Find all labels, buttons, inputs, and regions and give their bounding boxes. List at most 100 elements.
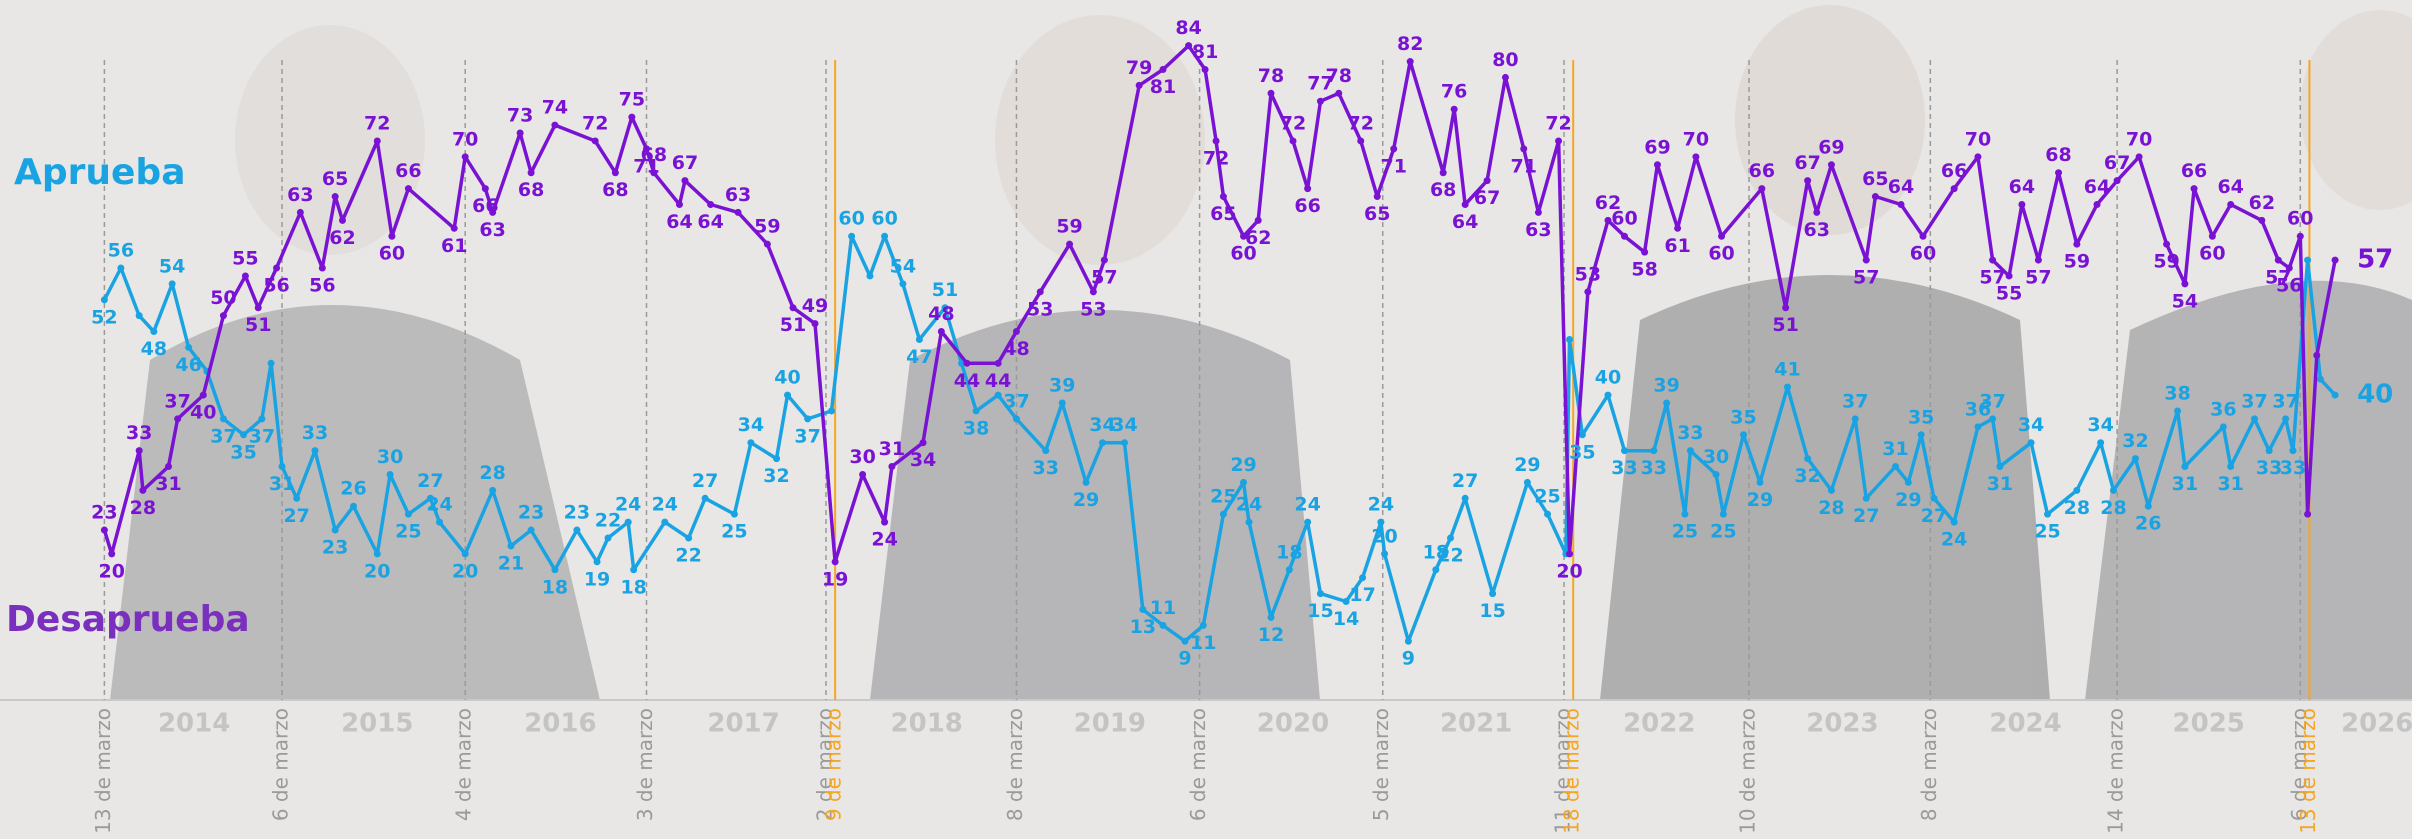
data-label: 27 <box>1452 470 1478 492</box>
x-tick-label: 5 de marzo <box>1369 708 1393 821</box>
data-point <box>2316 375 2324 383</box>
x-tick-label: 13 de marzo <box>2296 708 2320 834</box>
year-label: 2019 <box>1074 709 1146 739</box>
x-tick-label: 3 de marzo <box>633 708 657 821</box>
data-label: 41 <box>1774 359 1800 381</box>
series-lines <box>100 42 2339 645</box>
data-point <box>888 463 896 471</box>
data-point <box>2304 256 2312 264</box>
data-label: 29 <box>1514 454 1540 476</box>
data-label: 20 <box>1556 560 1582 582</box>
data-label: 51 <box>245 314 271 336</box>
data-label: 67 <box>1474 187 1500 209</box>
data-point <box>1578 431 1586 439</box>
data-label: 18 <box>1276 541 1302 563</box>
data-point <box>1139 605 1147 613</box>
data-point <box>1012 328 1020 336</box>
data-point <box>1813 208 1821 216</box>
data-label: 25 <box>1534 486 1560 508</box>
data-label: 19 <box>822 568 848 590</box>
data-point <box>388 232 396 240</box>
data-label: 61 <box>1664 235 1690 257</box>
x-tick-label: 4 de marzo <box>452 708 476 821</box>
data-label: 56 <box>309 275 335 297</box>
data-point <box>1159 621 1167 629</box>
data-point <box>2163 240 2171 248</box>
data-point <box>1989 256 1997 264</box>
data-point <box>296 208 304 216</box>
data-label: 33 <box>126 422 152 444</box>
data-label: 18 <box>620 576 646 598</box>
data-point <box>150 328 158 336</box>
data-point <box>461 550 469 558</box>
data-point <box>1373 193 1381 201</box>
data-point <box>881 232 889 240</box>
x-tick-label: 10 de marzo <box>1736 708 1760 834</box>
data-label: 62 <box>1245 227 1271 249</box>
data-point <box>747 439 755 447</box>
data-label: 50 <box>210 287 236 309</box>
data-label: 61 <box>441 235 467 257</box>
data-point <box>2285 264 2293 272</box>
data-point <box>2331 256 2339 264</box>
data-point <box>2135 153 2143 161</box>
data-point <box>811 320 819 328</box>
data-label: 32 <box>2122 430 2148 452</box>
data-label: 22 <box>675 545 701 567</box>
data-label: 44 <box>954 370 980 392</box>
data-point <box>2219 423 2227 431</box>
data-point <box>1620 447 1628 455</box>
data-point <box>1036 288 1044 296</box>
data-label: 31 <box>1987 473 2013 495</box>
data-label: 24 <box>1236 494 1262 516</box>
data-label: 27 <box>417 470 443 492</box>
data-label: 12 <box>1258 624 1284 646</box>
data-point <box>859 470 867 478</box>
data-label: 68 <box>602 179 628 201</box>
data-label: 28 <box>479 462 505 484</box>
data-label: 31 <box>155 473 181 495</box>
x-tick-label: 11 de marzo <box>1551 708 1575 834</box>
data-point <box>1718 232 1726 240</box>
data-label: 34 <box>738 414 764 436</box>
data-point <box>827 407 835 415</box>
data-label: 69 <box>1818 136 1844 158</box>
data-point <box>1450 105 1458 113</box>
data-point <box>240 431 248 439</box>
data-point <box>551 121 559 129</box>
data-label: 31 <box>2217 473 2243 495</box>
data-label: 60 <box>379 243 405 265</box>
data-point <box>1432 566 1440 574</box>
data-label: 62 <box>2249 192 2275 214</box>
data-point <box>1058 399 1066 407</box>
data-point <box>185 343 193 351</box>
x-tick-label: 13 de marzo <box>91 708 115 834</box>
data-label: 57 <box>1979 267 2005 289</box>
data-label: 65 <box>322 168 348 190</box>
data-label: 18 <box>1423 541 1449 563</box>
data-label: 28 <box>2064 497 2090 519</box>
data-label: 17 <box>1349 584 1375 606</box>
data-point <box>1904 478 1912 486</box>
data-point <box>1604 391 1612 399</box>
data-label: 54 <box>890 255 916 277</box>
data-label: 37 <box>1842 390 1868 412</box>
year-label: 2024 <box>1989 709 2061 739</box>
data-point <box>2109 486 2117 494</box>
x-tick-label: 18 de marzo <box>1560 708 1584 834</box>
data-point <box>1199 621 1207 629</box>
data-point <box>1919 232 1927 240</box>
data-point <box>2289 447 2297 455</box>
data-point <box>1523 478 1531 486</box>
data-point <box>2274 256 2282 264</box>
data-label: 28 <box>1818 497 1844 519</box>
data-label: 52 <box>91 306 117 328</box>
data-label: 68 <box>2045 144 2071 166</box>
data-label: 72 <box>1203 147 1229 169</box>
data-point <box>1267 613 1275 621</box>
data-point <box>1304 185 1312 193</box>
data-point <box>1758 185 1766 193</box>
data-point <box>1201 65 1209 73</box>
data-point <box>100 526 108 534</box>
data-label: 23 <box>322 537 348 559</box>
